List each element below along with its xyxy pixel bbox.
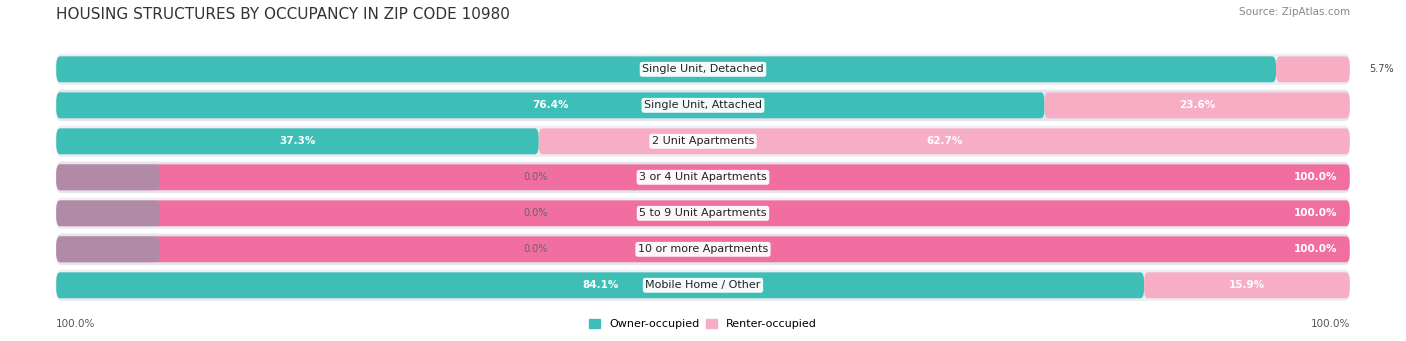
Text: 94.3%: 94.3% bbox=[648, 64, 685, 74]
FancyBboxPatch shape bbox=[56, 56, 1277, 82]
Text: 15.9%: 15.9% bbox=[1229, 280, 1265, 290]
Text: 62.7%: 62.7% bbox=[927, 136, 963, 146]
FancyBboxPatch shape bbox=[56, 126, 1350, 157]
FancyBboxPatch shape bbox=[56, 198, 1350, 229]
FancyBboxPatch shape bbox=[1277, 56, 1350, 82]
FancyBboxPatch shape bbox=[56, 201, 160, 226]
FancyBboxPatch shape bbox=[1144, 272, 1350, 298]
Text: 2 Unit Apartments: 2 Unit Apartments bbox=[652, 136, 754, 146]
FancyBboxPatch shape bbox=[56, 92, 1045, 118]
Text: 76.4%: 76.4% bbox=[531, 100, 568, 110]
Text: 5.7%: 5.7% bbox=[1369, 64, 1393, 74]
FancyBboxPatch shape bbox=[56, 90, 1350, 121]
FancyBboxPatch shape bbox=[56, 236, 160, 262]
Text: HOUSING STRUCTURES BY OCCUPANCY IN ZIP CODE 10980: HOUSING STRUCTURES BY OCCUPANCY IN ZIP C… bbox=[56, 7, 510, 22]
FancyBboxPatch shape bbox=[56, 162, 1350, 193]
Text: 84.1%: 84.1% bbox=[582, 280, 619, 290]
Text: 10 or more Apartments: 10 or more Apartments bbox=[638, 244, 768, 254]
FancyBboxPatch shape bbox=[538, 128, 1350, 154]
FancyBboxPatch shape bbox=[56, 236, 1350, 262]
Text: 37.3%: 37.3% bbox=[280, 136, 316, 146]
FancyBboxPatch shape bbox=[56, 54, 1350, 85]
Text: 100.0%: 100.0% bbox=[1294, 208, 1337, 218]
FancyBboxPatch shape bbox=[56, 164, 160, 190]
Text: 3 or 4 Unit Apartments: 3 or 4 Unit Apartments bbox=[640, 172, 766, 182]
Text: 0.0%: 0.0% bbox=[523, 172, 548, 182]
Text: 100.0%: 100.0% bbox=[1294, 172, 1337, 182]
Text: Source: ZipAtlas.com: Source: ZipAtlas.com bbox=[1239, 7, 1350, 17]
Text: 23.6%: 23.6% bbox=[1180, 100, 1215, 110]
FancyBboxPatch shape bbox=[56, 128, 538, 154]
Text: Single Unit, Attached: Single Unit, Attached bbox=[644, 100, 762, 110]
Text: Mobile Home / Other: Mobile Home / Other bbox=[645, 280, 761, 290]
Text: Single Unit, Detached: Single Unit, Detached bbox=[643, 64, 763, 74]
FancyBboxPatch shape bbox=[56, 164, 1350, 190]
Text: 100.0%: 100.0% bbox=[1310, 319, 1350, 329]
Text: 0.0%: 0.0% bbox=[523, 244, 548, 254]
Legend: Owner-occupied, Renter-occupied: Owner-occupied, Renter-occupied bbox=[585, 314, 821, 333]
FancyBboxPatch shape bbox=[56, 272, 1144, 298]
Text: 0.0%: 0.0% bbox=[523, 208, 548, 218]
Text: 100.0%: 100.0% bbox=[56, 319, 96, 329]
FancyBboxPatch shape bbox=[56, 201, 1350, 226]
FancyBboxPatch shape bbox=[56, 234, 1350, 265]
FancyBboxPatch shape bbox=[1045, 92, 1350, 118]
FancyBboxPatch shape bbox=[56, 270, 1350, 301]
Text: 5 to 9 Unit Apartments: 5 to 9 Unit Apartments bbox=[640, 208, 766, 218]
Text: 100.0%: 100.0% bbox=[1294, 244, 1337, 254]
